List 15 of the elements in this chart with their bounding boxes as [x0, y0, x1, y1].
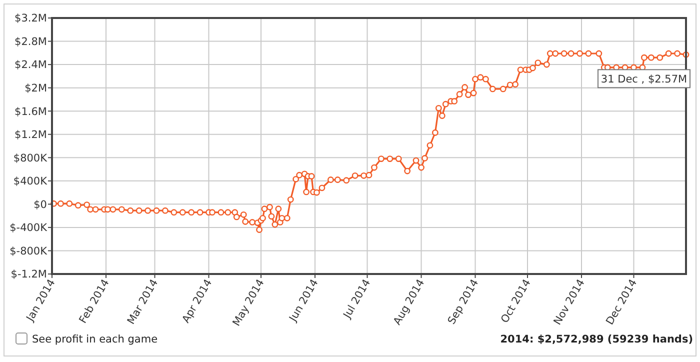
y-tick-label: $0 — [34, 198, 47, 211]
y-tick-label: $2.8M — [14, 36, 47, 48]
text: See profit in each game — [32, 334, 158, 346]
y-tick-label: $2.4M — [14, 59, 47, 72]
text: 2014: $2,572,989 (59239 hands) — [500, 334, 693, 346]
y-tick-label: $3.2M — [14, 12, 47, 25]
y-tick-label: $800K — [13, 152, 48, 164]
y-tick-label: $1.2M — [14, 129, 47, 142]
y-tick-label: $400K — [13, 176, 48, 188]
y-tick-label: $-800K — [10, 245, 48, 258]
y-tick-label: $-1.2M — [10, 268, 47, 281]
annotation: 31 Dec , $2.57M — [600, 73, 688, 86]
y-tick-label: $1.6M — [14, 106, 47, 118]
y-tick-label: $2M — [24, 82, 47, 94]
y-tick-label: $-400K — [10, 222, 48, 234]
